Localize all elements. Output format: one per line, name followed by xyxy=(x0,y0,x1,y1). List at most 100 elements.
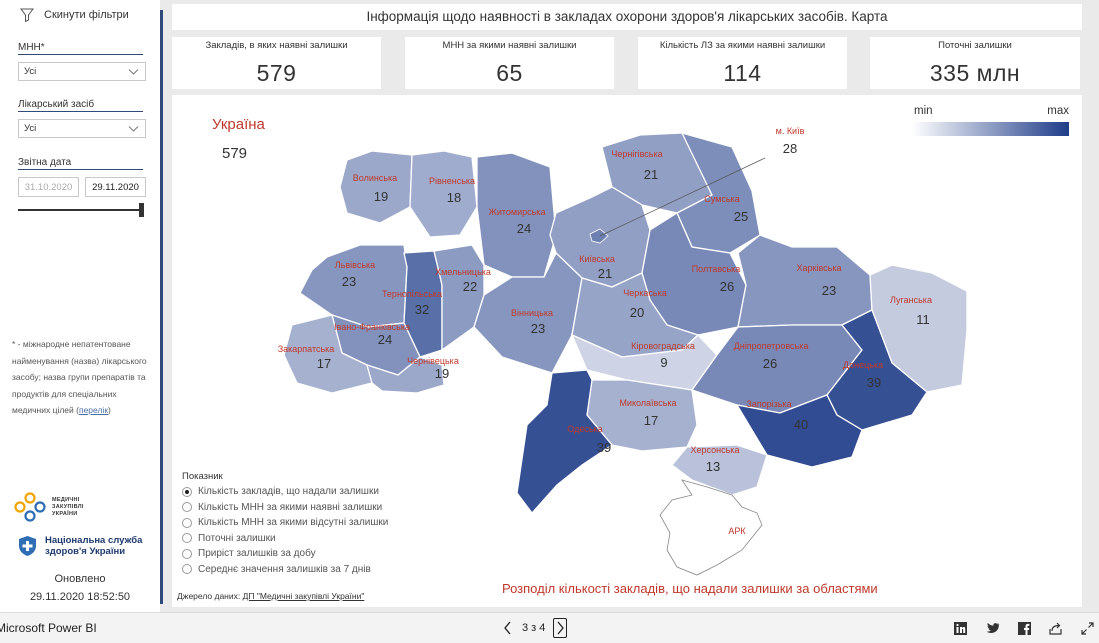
region-value: 39 xyxy=(597,440,611,455)
report-date-label: Звітна дата xyxy=(18,157,72,168)
chevron-left-icon xyxy=(503,621,510,635)
region-name: Сумська xyxy=(704,194,739,204)
powerbi-bottom-bar: Microsoft Power BI 3 з 4 xyxy=(0,612,1099,643)
kpi-value: 114 xyxy=(723,60,762,86)
indicator-option[interactable]: Середнє значення залишків за 7 днів xyxy=(182,562,388,578)
region-name: Херсонська xyxy=(691,445,740,455)
radio-dot xyxy=(182,533,192,544)
region-value: 11 xyxy=(916,312,930,327)
radio-dot xyxy=(182,548,192,559)
region-name: Миколаївська xyxy=(619,398,676,408)
fullscreen-icon[interactable] xyxy=(1080,621,1095,636)
drug-dropdown[interactable]: Усі xyxy=(18,119,146,138)
region-value: 17 xyxy=(644,413,658,428)
region-shape[interactable] xyxy=(516,369,613,515)
ukraine-choropleth-map: АРК м. Київ 28 Волинська 19 Рівненська 18 Житом… xyxy=(278,126,968,576)
page-indicator: 3 з 4 xyxy=(522,622,546,634)
kyiv-city-shape[interactable] xyxy=(589,228,609,244)
region-shape[interactable] xyxy=(737,234,873,328)
kpi-label: Закладів, в яких наявні залишки xyxy=(205,40,348,51)
kpi-value: 65 xyxy=(496,60,523,86)
chevron-right-icon xyxy=(557,621,564,635)
region-name: Львівська xyxy=(335,260,375,270)
radio-dot xyxy=(182,564,192,575)
region-name: Тернопільська xyxy=(382,289,442,299)
share-icon[interactable] xyxy=(1048,621,1063,636)
region-shape[interactable] xyxy=(671,444,768,496)
medzakupivli-logo: МЕДИЧНІ ЗАКУПІВЛІ УКРАЇНИ xyxy=(14,492,92,522)
medzakupivli-logo-text: МЕДИЧНІ ЗАКУПІВЛІ УКРАЇНИ xyxy=(52,496,84,517)
inn-filter-label: МНН* xyxy=(18,42,45,53)
region-shape[interactable] xyxy=(735,394,863,468)
drug-dropdown-value: Усі xyxy=(24,123,37,134)
footnote-link[interactable]: перелік xyxy=(78,405,109,415)
source-prefix: Джерело даних: xyxy=(177,591,243,601)
region-value: 26 xyxy=(720,279,734,294)
indicator-option[interactable]: Поточні залишки xyxy=(182,531,388,547)
app-name: Microsoft Power BI xyxy=(0,621,97,635)
indicator-option-label: Середнє значення залишків за 7 днів xyxy=(198,563,371,575)
inn-dropdown[interactable]: Усі xyxy=(18,62,146,81)
radio-dot xyxy=(182,486,192,497)
region-name: Черкаська xyxy=(623,288,666,298)
kyiv-city-name: м. Київ xyxy=(776,126,805,136)
indicator-option-label: Кількість МНН за якими відсутні залишки xyxy=(198,517,389,529)
filter-sidebar: Скинути фільтри МНН* Усі Лікарський засі… xyxy=(0,0,160,612)
source-link[interactable]: ДП "Медичні закупівлі України" xyxy=(242,591,365,601)
region-name: Запорізька xyxy=(746,399,791,409)
kpi-label: МНН за якими наявні залишки xyxy=(442,40,577,51)
region-value: 23 xyxy=(822,283,836,298)
twitter-icon[interactable] xyxy=(985,621,1000,636)
region-name: Київська xyxy=(579,254,615,264)
region-name: Донецька xyxy=(843,360,883,370)
facebook-icon[interactable] xyxy=(1017,621,1032,636)
reset-filters-button[interactable]: Скинути фільтри xyxy=(20,8,129,22)
kpi-label: Кількість ЛЗ за якими наявні залишки xyxy=(659,40,826,51)
map-caption: Розподіл кількості закладів, що надали з… xyxy=(502,581,878,596)
region-name: Полтавська xyxy=(692,264,741,274)
region-name: Рівненська xyxy=(429,176,475,186)
indicator-option[interactable]: Кількість МНН за якими відсутні залишки xyxy=(182,515,388,531)
region-name: Одеська xyxy=(567,424,602,434)
region-shape[interactable] xyxy=(409,150,478,238)
region-name: Закарпатська xyxy=(278,344,335,354)
inn-dropdown-value: Усі xyxy=(24,66,37,77)
previous-page-button[interactable] xyxy=(500,618,514,638)
region-value: 24 xyxy=(378,332,392,347)
indicator-option[interactable]: Кількість закладів, що надали залишки xyxy=(182,484,388,500)
inn-filter-underline xyxy=(18,54,143,55)
date-slider-track[interactable] xyxy=(18,209,142,211)
filter-icon xyxy=(20,8,34,22)
region-value: 18 xyxy=(447,190,461,205)
indicator-option-label: Поточні залишки xyxy=(198,532,276,544)
data-source: Джерело даних: ДП "Медичні закупівлі Укр… xyxy=(177,591,364,601)
drug-filter-underline xyxy=(18,111,143,112)
indicator-option[interactable]: Приріст залишків за добу xyxy=(182,546,388,562)
date-to-input[interactable]: 29.11.2020 xyxy=(85,177,146,197)
date-slider-handle[interactable] xyxy=(139,203,144,217)
legend-min-label: min xyxy=(914,105,933,117)
map-panel: Україна 579 min max АРК м. Київ 28 Волинськ… xyxy=(172,95,1082,607)
region-value: 32 xyxy=(415,302,429,317)
region-shape[interactable] xyxy=(826,309,928,431)
region-shape[interactable] xyxy=(366,356,445,394)
linkedin-icon[interactable] xyxy=(953,621,968,636)
region-shape[interactable] xyxy=(339,150,413,224)
updated-label: Оновлено xyxy=(54,573,106,585)
region-name: Кіровоградська xyxy=(631,341,695,351)
shield-icon xyxy=(19,536,36,556)
next-page-button[interactable] xyxy=(553,618,568,638)
date-from-input[interactable]: 31.10.2020 xyxy=(18,177,79,197)
kpi-card-drugs: Кількість ЛЗ за якими наявні залишки 114 xyxy=(638,37,847,89)
region-value: 22 xyxy=(463,279,477,294)
region-name: Волинська xyxy=(353,173,397,183)
medzakupivli-logo-icon xyxy=(14,492,46,522)
chevron-down-icon xyxy=(128,69,139,75)
radio-dot xyxy=(182,502,192,513)
indicator-option[interactable]: Кількість МНН за якими наявні залишки xyxy=(182,500,388,516)
kpi-card-stock: Поточні залишки 335 млн xyxy=(870,37,1080,89)
updated-timestamp: 29.11.2020 18:52:50 xyxy=(29,591,131,603)
crimea-shape xyxy=(659,479,763,576)
nszu-logo-text: Національна служба здоров'я України xyxy=(45,535,143,557)
region-value: 19 xyxy=(435,366,449,381)
